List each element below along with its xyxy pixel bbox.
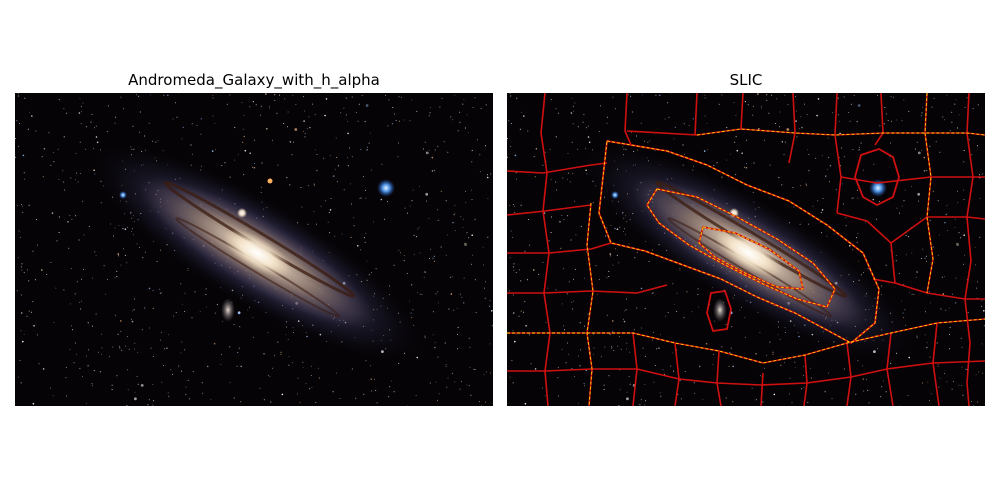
superpixel-boundaries <box>507 93 985 406</box>
bright-blue-star <box>869 179 887 197</box>
galaxy-image-canvas <box>15 93 493 406</box>
bright-blue-star <box>377 179 395 197</box>
galaxy-core <box>223 229 291 277</box>
andromeda-galaxy <box>91 145 423 361</box>
slic-image-canvas <box>507 93 985 406</box>
slic-segmentation-image <box>507 93 985 406</box>
satellite-galaxy-small <box>237 208 247 218</box>
panel-title-original: Andromeda_Galaxy_with_h_alpha <box>128 71 380 89</box>
original-galaxy-image <box>15 93 493 406</box>
panel-title-slic: SLIC <box>729 71 763 89</box>
satellite-galaxy <box>713 298 727 322</box>
andromeda-galaxy <box>583 145 915 361</box>
satellite-galaxy <box>221 298 235 322</box>
galaxy-core <box>715 229 783 277</box>
